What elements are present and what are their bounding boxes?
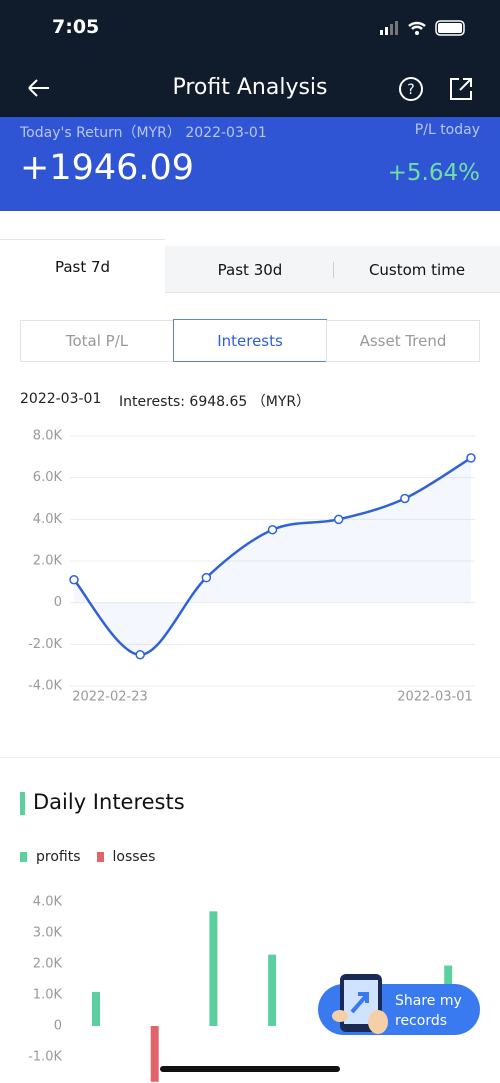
title-accent	[20, 792, 25, 815]
tab[interactable]: Past 30d	[217, 261, 283, 279]
help-button[interactable]: ?	[398, 76, 424, 102]
change-label: P/L today	[414, 122, 480, 138]
subtab[interactable]: Total P/L	[20, 320, 174, 362]
y-tick-label: 0	[54, 595, 62, 610]
area	[74, 457, 471, 655]
legend-label: profits	[36, 849, 81, 865]
tab-active-bg	[0, 239, 165, 294]
y-tick-label: 1.0K	[33, 988, 63, 1003]
legend-swatch	[96, 852, 104, 862]
point	[135, 650, 145, 660]
line-chart: 8.0K 6.0K 4.0K 2.0K 0 -2.0K -4.0K 2022-02-23 202…	[28, 429, 476, 705]
back-button[interactable]	[26, 76, 52, 100]
info-date: 2022-03-01	[20, 391, 102, 407]
bar	[209, 911, 218, 1026]
legend-label: losses	[112, 849, 156, 865]
y-tick-label: 2.0K	[33, 554, 63, 569]
y-tick-label: 0	[54, 1019, 62, 1034]
tab[interactable]: Past 7d	[54, 258, 111, 276]
bar	[150, 1026, 159, 1082]
point	[267, 525, 278, 535]
y-tick-label: -2.0K	[28, 637, 62, 652]
bar-chart-title: Daily Interests	[33, 790, 185, 814]
divider	[0, 757, 500, 758]
share-text[interactable]: Share my records	[395, 991, 462, 1031]
summary-panel	[0, 117, 500, 211]
status-time: 7:05	[52, 16, 100, 38]
bar-chart: 4.0K 3.0K 2.0K 1.0K 0 -1.0K	[28, 895, 453, 1082]
x-tick-label: 2022-02-23	[72, 690, 148, 705]
share-line: Share my	[395, 993, 462, 1009]
share-icon	[332, 974, 388, 1034]
y-tick-label: 2.0K	[33, 957, 63, 972]
y-tick-label: -1.0K	[28, 1050, 62, 1065]
bar	[268, 954, 277, 1026]
header-title: Profit Analysis	[172, 75, 328, 100]
y-tick-label: -4.0K	[28, 679, 62, 694]
point	[466, 453, 476, 463]
legend: profits losses	[20, 849, 155, 865]
point	[201, 572, 212, 583]
y-tick-label: 6.0K	[33, 470, 63, 485]
tab-divider	[333, 262, 334, 278]
tab[interactable]: Custom time	[368, 261, 466, 279]
summary-value: +1946.09	[20, 148, 195, 188]
summary-change: +5.64%	[387, 160, 480, 186]
summary-label-text: Today's Return（MYR）	[20, 125, 181, 141]
point	[333, 514, 344, 525]
y-tick-label: 4.0K	[33, 895, 63, 910]
point	[69, 575, 79, 585]
home-indicator	[160, 1066, 340, 1072]
y-tick-label: 3.0K	[33, 926, 63, 941]
point	[400, 493, 410, 504]
share-line: records	[395, 1013, 448, 1029]
legend-swatch	[20, 852, 27, 862]
x-tick-label: 2022-03-01	[397, 690, 473, 705]
svg-text:?: ?	[407, 82, 414, 98]
summary-date: 2022-03-01	[185, 125, 267, 141]
export-button[interactable]	[449, 77, 473, 101]
subtab[interactable]: Asset Trend	[326, 320, 480, 362]
y-tick-label: 4.0K	[33, 512, 63, 527]
y-tick-label: 8.0K	[33, 429, 63, 444]
bar	[92, 991, 100, 1026]
status-icons	[380, 20, 465, 36]
legend-item: profits	[20, 849, 81, 865]
legend-item: losses	[96, 849, 156, 865]
summary-label: Today's Return（MYR） 2022-03-01	[20, 122, 267, 142]
subtab-active[interactable]: Interests	[173, 319, 327, 362]
info-text: Interests: 6948.65 （MYR）	[119, 394, 311, 410]
